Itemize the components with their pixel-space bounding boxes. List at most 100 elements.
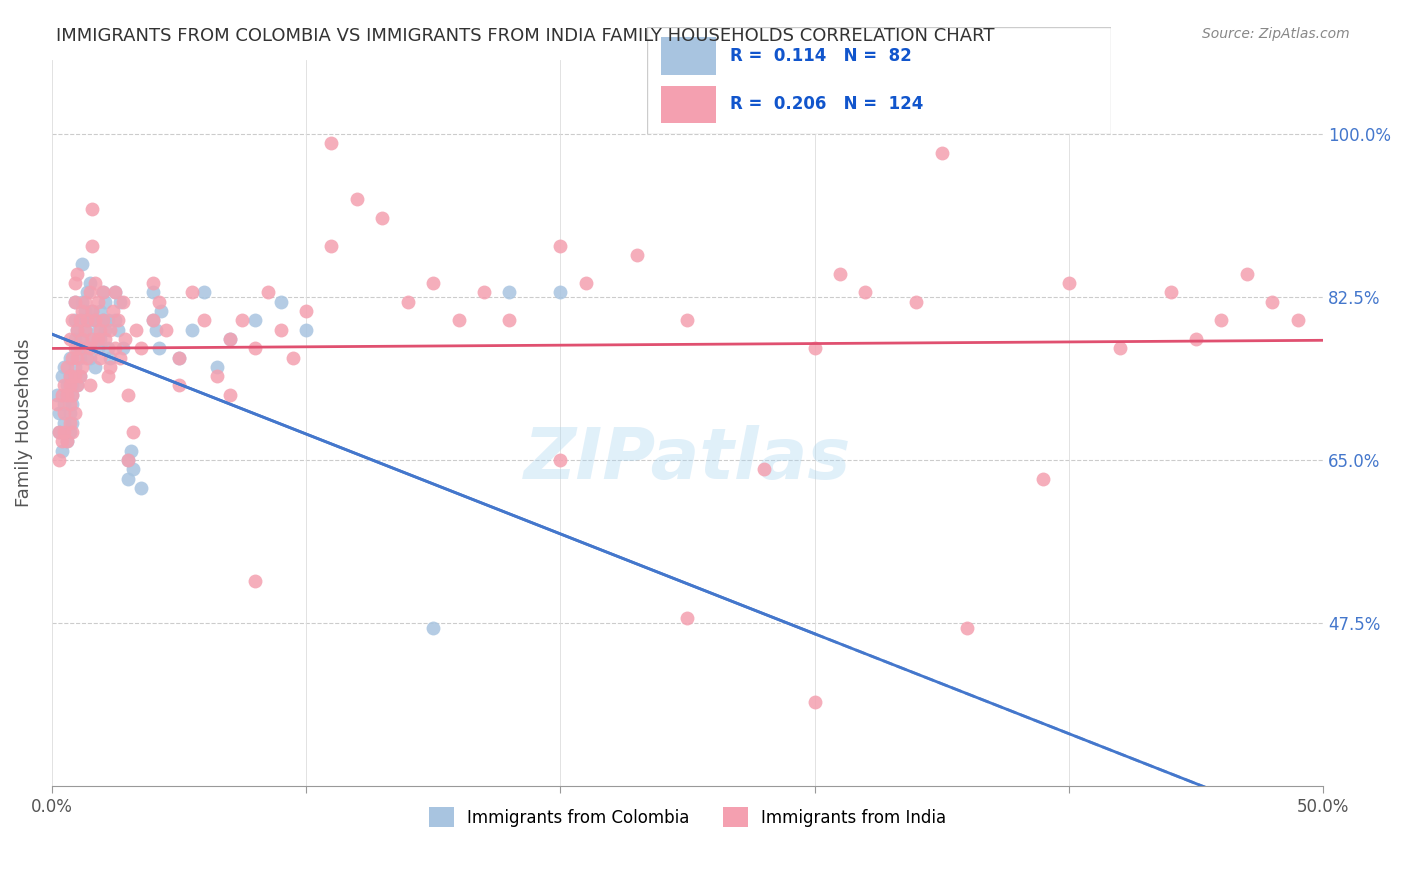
Point bbox=[422, 620, 444, 634]
Point bbox=[97, 313, 120, 327]
Point bbox=[91, 285, 114, 300]
Point bbox=[145, 322, 167, 336]
Point bbox=[73, 322, 96, 336]
Point bbox=[150, 304, 173, 318]
Point bbox=[243, 313, 266, 327]
Point bbox=[60, 416, 83, 430]
Point bbox=[60, 425, 83, 439]
Point bbox=[60, 378, 83, 392]
Point bbox=[58, 406, 80, 420]
Point bbox=[104, 313, 127, 327]
Point bbox=[104, 341, 127, 355]
Point bbox=[120, 443, 142, 458]
Point bbox=[104, 285, 127, 300]
Point bbox=[231, 313, 253, 327]
Point bbox=[94, 294, 117, 309]
Point bbox=[82, 332, 104, 346]
Point bbox=[63, 406, 86, 420]
Point bbox=[76, 313, 98, 327]
Point bbox=[94, 322, 117, 336]
Point bbox=[72, 257, 94, 271]
Point bbox=[45, 388, 67, 402]
Point bbox=[956, 620, 979, 634]
Point bbox=[73, 341, 96, 355]
Point bbox=[295, 322, 318, 336]
Point bbox=[66, 378, 89, 392]
Point bbox=[129, 481, 152, 495]
Point bbox=[91, 313, 114, 327]
Point bbox=[60, 313, 83, 327]
Point bbox=[66, 322, 89, 336]
Point bbox=[91, 313, 114, 327]
Point bbox=[63, 276, 86, 290]
Point bbox=[117, 471, 139, 485]
Point bbox=[396, 294, 419, 309]
Point bbox=[107, 322, 129, 336]
Y-axis label: Family Households: Family Households bbox=[15, 338, 32, 507]
Point bbox=[53, 406, 76, 420]
FancyBboxPatch shape bbox=[647, 27, 1111, 134]
Point bbox=[270, 294, 292, 309]
Point bbox=[82, 202, 104, 216]
Point bbox=[550, 453, 572, 467]
Point bbox=[98, 322, 121, 336]
Point bbox=[626, 248, 648, 262]
Point bbox=[167, 351, 190, 365]
Point bbox=[63, 313, 86, 327]
Point bbox=[82, 304, 104, 318]
Point bbox=[114, 332, 136, 346]
Point bbox=[58, 378, 80, 392]
Point bbox=[142, 313, 165, 327]
Point bbox=[498, 285, 520, 300]
Point bbox=[72, 304, 94, 318]
Point bbox=[56, 388, 79, 402]
Point bbox=[218, 332, 240, 346]
Text: R =  0.206   N =  124: R = 0.206 N = 124 bbox=[730, 95, 924, 112]
Point bbox=[155, 322, 177, 336]
Point bbox=[321, 136, 343, 151]
Point bbox=[110, 294, 132, 309]
Point bbox=[243, 574, 266, 588]
Point bbox=[79, 378, 101, 392]
Point bbox=[84, 313, 107, 327]
Point bbox=[124, 322, 146, 336]
Point bbox=[193, 313, 215, 327]
Point bbox=[676, 611, 699, 625]
Point bbox=[82, 332, 104, 346]
Text: Source: ZipAtlas.com: Source: ZipAtlas.com bbox=[1202, 27, 1350, 41]
Point bbox=[931, 145, 953, 160]
Point bbox=[63, 332, 86, 346]
Point bbox=[63, 341, 86, 355]
Point bbox=[270, 322, 292, 336]
Point bbox=[79, 351, 101, 365]
Point bbox=[117, 388, 139, 402]
Point bbox=[1185, 332, 1208, 346]
Point bbox=[82, 239, 104, 253]
Point bbox=[58, 369, 80, 384]
Point bbox=[110, 351, 132, 365]
Point bbox=[89, 322, 111, 336]
Point bbox=[66, 267, 89, 281]
FancyBboxPatch shape bbox=[661, 37, 716, 75]
Point bbox=[86, 332, 108, 346]
Point bbox=[111, 294, 134, 309]
Point bbox=[69, 313, 91, 327]
Point bbox=[76, 351, 98, 365]
Text: R =  0.114   N =  82: R = 0.114 N = 82 bbox=[730, 46, 912, 64]
Point bbox=[107, 313, 129, 327]
Point bbox=[97, 341, 120, 355]
Point bbox=[56, 434, 79, 449]
Point bbox=[180, 322, 202, 336]
Point bbox=[257, 285, 280, 300]
Point bbox=[84, 276, 107, 290]
Point bbox=[51, 434, 73, 449]
Point bbox=[63, 294, 86, 309]
Point bbox=[321, 239, 343, 253]
Point bbox=[283, 351, 305, 365]
Point bbox=[89, 332, 111, 346]
Point bbox=[122, 462, 145, 476]
Point bbox=[48, 425, 70, 439]
Point bbox=[58, 332, 80, 346]
Point bbox=[129, 341, 152, 355]
Point bbox=[905, 294, 928, 309]
